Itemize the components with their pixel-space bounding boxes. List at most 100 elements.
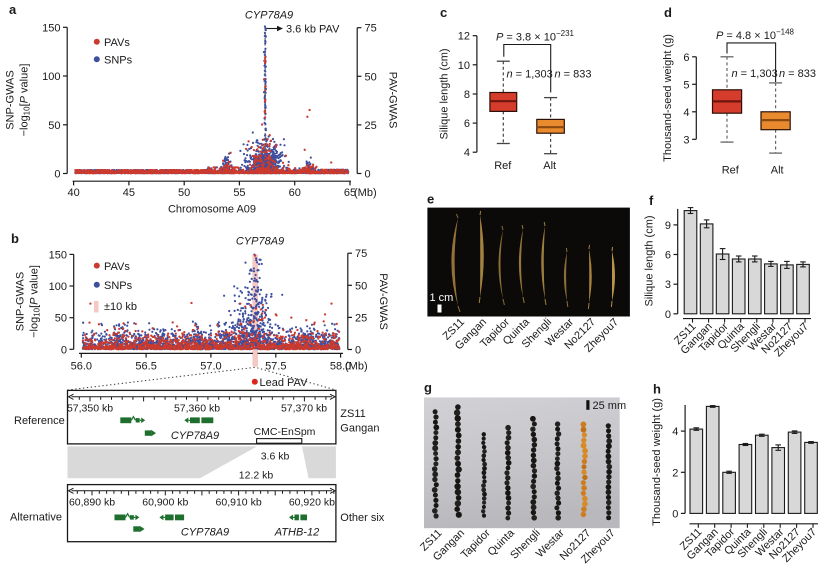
svg-text:50: 50 [365,71,377,83]
svg-text:5: 5 [683,79,689,91]
svg-text:−log10[P value]: −log10[P value] [19,64,32,137]
svg-text:12.2 kb: 12.2 kb [239,470,274,482]
svg-text:60,920 kb: 60,920 kb [289,497,335,509]
svg-text:100: 100 [49,281,67,293]
svg-text:3: 3 [683,134,689,146]
svg-text:65: 65 [344,187,356,199]
svg-text:ZS11: ZS11 [340,408,365,420]
svg-text:CYP78A9: CYP78A9 [171,430,219,442]
svg-text:9: 9 [665,220,671,232]
svg-text:3: 3 [665,279,671,291]
svg-text:Ref: Ref [722,165,740,177]
svg-text:8: 8 [464,89,470,101]
svg-text:Gangan: Gangan [340,423,379,435]
svg-text:(Mb): (Mb) [354,187,377,199]
svg-text:50: 50 [178,187,190,199]
svg-text:CYP78A9: CYP78A9 [181,527,229,539]
svg-text:CYP78A9: CYP78A9 [236,236,284,248]
svg-text:Ref: Ref [494,160,512,172]
svg-text:57,360 kb: 57,360 kb [174,403,220,415]
svg-text:SNP-GWAS: SNP-GWAS [15,272,27,332]
svg-text:PAV-GWAS: PAV-GWAS [377,273,389,330]
svg-text:PAVs: PAVs [104,261,130,273]
svg-text:4: 4 [672,426,678,438]
svg-text:±10 kb: ±10 kb [104,301,137,313]
svg-text:6: 6 [464,118,470,130]
svg-text:57,370 kb: 57,370 kb [281,403,327,415]
svg-text:Other six: Other six [340,512,385,524]
svg-text:55: 55 [233,187,245,199]
svg-text:45: 45 [123,187,135,199]
svg-text:Silique length (cm): Silique length (cm) [439,48,451,139]
svg-text:PAVs: PAVs [104,37,130,49]
svg-text:25 mm: 25 mm [593,400,627,412]
svg-text:3.6 kb PAV: 3.6 kb PAV [286,24,340,36]
svg-text:4: 4 [683,107,689,119]
svg-text:SNP-GWAS: SNP-GWAS [5,70,17,130]
svg-text:f: f [649,193,654,208]
svg-text:57.5: 57.5 [265,361,286,373]
svg-text:CYP78A9: CYP78A9 [245,10,293,22]
svg-text:n = 1,303: n = 1,303 [732,68,778,80]
svg-text:57.0: 57.0 [200,361,221,373]
svg-text:60,890 kb: 60,890 kb [69,497,115,509]
svg-text:Thousand-seed weight (g): Thousand-seed weight (g) [662,34,674,162]
svg-text:b: b [11,231,19,246]
svg-text:60: 60 [289,187,301,199]
svg-text:1 cm: 1 cm [430,292,454,304]
svg-text:150: 150 [42,22,60,34]
svg-text:0: 0 [365,169,371,181]
svg-text:60,900 kb: 60,900 kb [142,497,188,509]
svg-text:(Mb): (Mb) [345,361,368,373]
svg-text:P = 3.8 × 10−231: P = 3.8 × 10−231 [496,29,575,44]
svg-text:c: c [440,5,447,20]
svg-text:0: 0 [672,508,678,520]
svg-text:56.5: 56.5 [135,361,156,373]
svg-text:10: 10 [458,60,470,72]
svg-text:SNPs: SNPs [104,54,133,66]
svg-text:25: 25 [365,120,377,132]
svg-text:n = 1,303: n = 1,303 [507,69,553,81]
svg-text:Chromosome A09: Chromosome A09 [168,204,256,216]
svg-text:25: 25 [355,312,367,324]
svg-text:60,910 kb: 60,910 kb [216,497,262,509]
svg-text:75: 75 [365,23,377,35]
svg-text:n = 833: n = 833 [555,69,592,81]
svg-text:Lead PAV: Lead PAV [260,377,309,389]
svg-text:56.0: 56.0 [71,361,92,373]
svg-text:Thousand-seed weight (g): Thousand-seed weight (g) [651,398,663,526]
svg-text:100: 100 [42,71,60,83]
svg-text:6: 6 [683,52,689,64]
svg-text:g: g [424,380,432,395]
svg-text:SNPs: SNPs [104,280,133,292]
svg-text:0: 0 [355,345,361,357]
svg-text:150: 150 [49,249,67,261]
svg-text:e: e [427,192,434,207]
svg-text:4: 4 [464,147,470,159]
svg-text:−log10[P value]: −log10[P value] [29,265,42,338]
svg-text:50: 50 [48,120,60,132]
svg-text:12: 12 [458,31,470,43]
svg-text:a: a [9,2,17,17]
svg-text:P = 4.8 × 10−148: P = 4.8 × 10−148 [716,28,795,43]
svg-text:n = 833: n = 833 [779,68,816,80]
svg-text:40: 40 [67,187,79,199]
svg-text:75: 75 [355,248,367,260]
svg-text:Alternative: Alternative [10,512,62,524]
svg-text:CMC-EnSpm: CMC-EnSpm [254,426,316,438]
svg-text:57,350 kb: 57,350 kb [67,403,113,415]
svg-text:2: 2 [672,467,678,479]
svg-text:PAV-GWAS: PAV-GWAS [387,72,399,129]
svg-text:0: 0 [665,309,671,321]
svg-text:d: d [664,5,672,20]
svg-text:Silique length (cm): Silique length (cm) [644,215,656,306]
svg-text:3.6 kb: 3.6 kb [261,451,290,463]
svg-text:Reference: Reference [14,415,65,427]
svg-text:6: 6 [665,250,671,262]
svg-text:0: 0 [54,169,60,181]
svg-text:ATHB-12: ATHB-12 [274,527,319,539]
svg-text:h: h [653,382,661,397]
svg-text:Alt: Alt [543,160,556,172]
svg-text:50: 50 [355,280,367,292]
svg-text:0: 0 [61,344,67,356]
